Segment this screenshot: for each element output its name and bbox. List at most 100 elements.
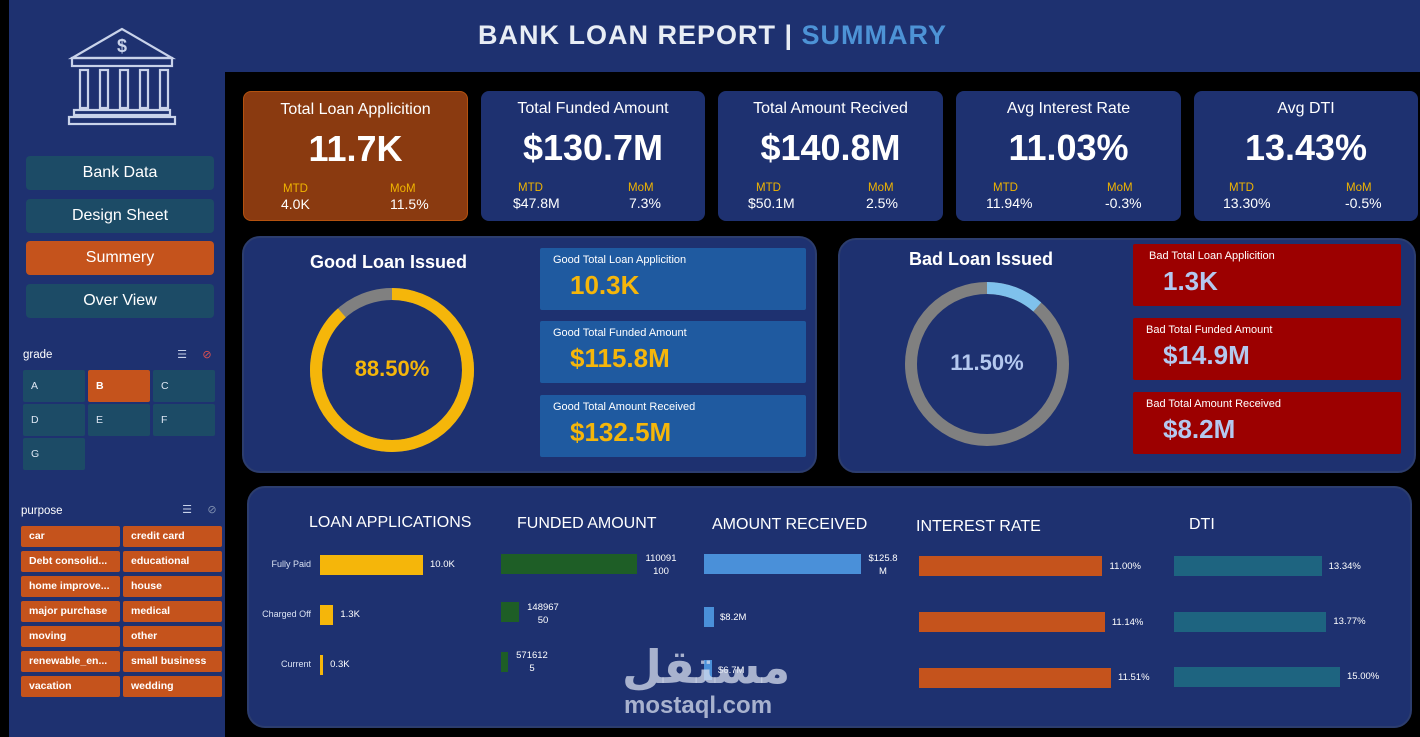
kpi-mom-value: -0.5% xyxy=(1345,195,1382,211)
kpi-value: 11.7K xyxy=(308,128,403,169)
good-loan-donut xyxy=(310,288,474,452)
grade-item-f[interactable]: F xyxy=(153,404,215,436)
kpi-title: Avg DTI xyxy=(1277,100,1335,117)
nav-summery-button[interactable]: Summery xyxy=(26,241,214,275)
kpi-mtd-label: MTD xyxy=(993,182,1018,194)
kpi-mtd-label: MTD xyxy=(756,182,781,194)
card-caption: Good Total Loan Applicition xyxy=(553,254,687,266)
interest-rate-bar-fully-paid xyxy=(919,556,1103,576)
kpi-mom-label: MoM xyxy=(390,183,416,195)
purpose-item[interactable]: Debt consolid... xyxy=(21,551,120,572)
bad-loan-applications-card: Bad Total Loan Applicition 1.3K xyxy=(1133,244,1401,306)
dti-label: 13.34% xyxy=(1328,561,1361,572)
loan-applications-bar-charged-off xyxy=(320,605,334,625)
kpi-value: 13.43% xyxy=(1244,127,1368,168)
kpi-mom-value: 2.5% xyxy=(866,195,898,211)
kpi-value: $130.7M xyxy=(522,127,664,168)
good-amount-received-card: Good Total Amount Received $132.5M xyxy=(540,395,806,457)
kpi-mom-label: MoM xyxy=(628,182,654,194)
purpose-item[interactable]: educational xyxy=(123,551,222,572)
row-label-current: Current xyxy=(280,659,311,669)
watermark-latin: mostaql.com xyxy=(624,692,773,719)
row-label-charged-off: Charged Off xyxy=(262,609,311,619)
purpose-item[interactable]: home improve... xyxy=(21,576,120,597)
card-caption: Bad Total Funded Amount xyxy=(1146,324,1273,336)
loan-status-panel xyxy=(247,486,1412,728)
multi-select-icon[interactable]: ☰ xyxy=(182,504,192,516)
kpi-mom-value: 7.3% xyxy=(629,195,661,211)
bad-loan-percent: 11.50% xyxy=(950,350,1024,375)
good-loan-arc xyxy=(310,288,474,452)
purpose-item[interactable]: small business xyxy=(123,651,222,672)
grade-item-d[interactable]: D xyxy=(23,404,85,436)
grade-item-b[interactable]: B xyxy=(88,370,150,402)
card-value: $8.2M xyxy=(1163,414,1236,444)
amount-received-bar-current xyxy=(704,660,713,680)
kpi-mom-value: 11.5% xyxy=(390,196,429,212)
kpi-card-total-funded-amount: Total Funded Amount $130.7M MTD $47.8M M… xyxy=(481,91,705,221)
purpose-item[interactable]: vacation xyxy=(21,676,120,697)
card-value: $132.5M xyxy=(570,417,672,447)
loan-applications-chart-title: LOAN APPLICATIONS xyxy=(309,514,472,531)
funded-amount-label: 571612 5 xyxy=(516,650,548,674)
dti-label: 15.00% xyxy=(1347,671,1380,682)
amount-received-label: $125.8 M xyxy=(868,553,898,577)
card-value: 1.3K xyxy=(1163,266,1218,296)
amount-received-bar-fully-paid xyxy=(704,554,861,574)
dti-bar-fully-paid xyxy=(1174,556,1322,576)
interest-rate-label: 11.51% xyxy=(1118,672,1150,683)
kpi-title: Total Amount Recived xyxy=(753,100,908,117)
good-loan-title: Good Loan Issued xyxy=(310,252,468,272)
purpose-item[interactable]: major purchase xyxy=(21,601,120,622)
nav-bank-data-button[interactable]: Bank Data xyxy=(26,156,214,190)
card-caption: Bad Total Amount Received xyxy=(1146,398,1281,410)
purpose-item[interactable]: medical xyxy=(123,601,222,622)
clear-filter-icon[interactable]: ⊘ xyxy=(202,349,212,361)
grade-item-c[interactable]: C xyxy=(153,370,215,402)
good-funded-amount-card: Good Total Funded Amount $115.8M xyxy=(540,321,806,383)
nav-design-sheet-button[interactable]: Design Sheet xyxy=(26,199,214,233)
loan-applications-label: 0.3K xyxy=(330,659,350,670)
kpi-title: Total Loan Applicition xyxy=(280,101,431,118)
interest-rate-chart-title: INTEREST RATE xyxy=(916,518,1041,535)
funded-amount-bar-current xyxy=(501,652,509,672)
kpi-mom-label: MoM xyxy=(1346,182,1372,194)
amount-received-chart-title: AMOUNT RECEIVED xyxy=(712,516,868,533)
purpose-item[interactable]: renewable_en... xyxy=(21,651,120,672)
dti-bar-charged-off xyxy=(1174,612,1327,632)
amount-received-label: $8.2M xyxy=(720,612,747,623)
card-caption: Good Total Amount Received xyxy=(553,401,696,413)
interest-rate-label: 11.00% xyxy=(1109,561,1141,572)
purpose-item[interactable]: other xyxy=(123,626,222,647)
kpi-mtd-label: MTD xyxy=(518,182,543,194)
kpi-mtd-value: 11.94% xyxy=(986,195,1033,211)
kpi-mtd-value: $47.8M xyxy=(513,195,560,211)
grade-slicer-label: grade xyxy=(23,349,53,361)
grade-item-e[interactable]: E xyxy=(88,404,150,436)
loan-applications-bar-fully-paid xyxy=(320,555,423,575)
clear-filter-icon[interactable]: ⊘ xyxy=(207,504,217,516)
card-value: $14.9M xyxy=(1163,340,1250,370)
purpose-item[interactable]: wedding xyxy=(123,676,222,697)
good-loan-applications-card: Good Total Loan Applicition 10.3K xyxy=(540,248,806,310)
grade-item-g[interactable]: G xyxy=(23,438,85,470)
watermark-arabic: مستقل xyxy=(622,640,791,694)
dti-bar-current xyxy=(1174,667,1340,687)
amount-received-label: $6.7M xyxy=(718,665,745,676)
card-caption: Bad Total Loan Applicition xyxy=(1149,250,1275,262)
purpose-item[interactable]: car xyxy=(21,526,120,547)
grade-item-a[interactable]: A xyxy=(23,370,85,402)
loan-applications-label: 10.0K xyxy=(430,559,455,570)
purpose-item[interactable]: moving xyxy=(21,626,120,647)
bad-loan-arc xyxy=(905,282,1069,446)
kpi-title: Total Funded Amount xyxy=(517,100,669,117)
nav-over-view-button[interactable]: Over View xyxy=(26,284,214,318)
funded-amount-bar-fully-paid xyxy=(501,554,637,574)
multi-select-icon[interactable]: ☰ xyxy=(177,349,187,361)
svg-text:$: $ xyxy=(117,36,127,56)
purpose-item[interactable]: credit card xyxy=(123,526,222,547)
row-label-fully-paid: Fully Paid xyxy=(271,559,311,569)
funded-amount-label: 110091 100 xyxy=(645,553,677,577)
purpose-item[interactable]: house xyxy=(123,576,222,597)
kpi-mtd-label: MTD xyxy=(283,183,308,195)
